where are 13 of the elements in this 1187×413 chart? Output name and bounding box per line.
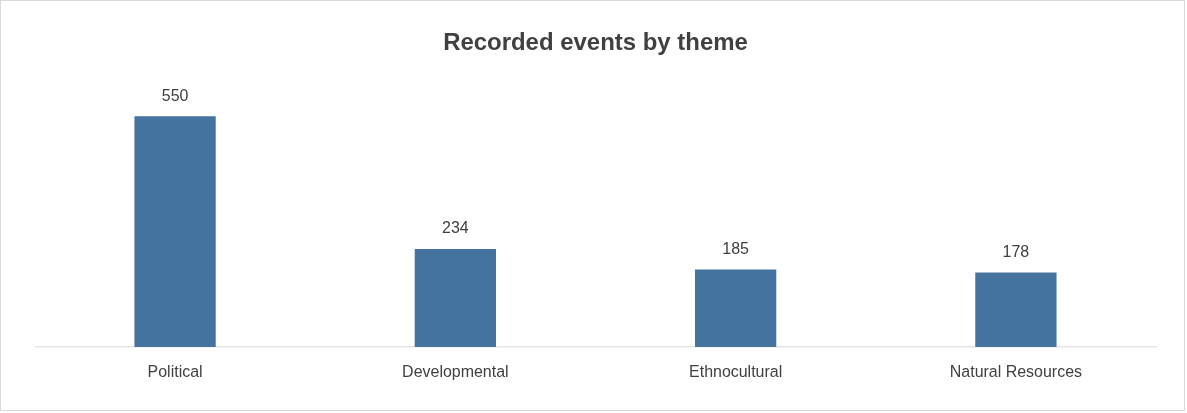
x-tick-label: Ethnocultural bbox=[689, 362, 783, 380]
data-label: 234 bbox=[442, 219, 469, 237]
x-tick-label: Developmental bbox=[402, 362, 509, 380]
data-label: 550 bbox=[161, 86, 189, 104]
bar bbox=[975, 272, 1057, 348]
bar bbox=[694, 269, 777, 348]
x-tick-label: Political bbox=[147, 362, 203, 380]
chart-title: Recorded events by theme bbox=[443, 27, 748, 55]
x-tick-label: Natural Resources bbox=[949, 362, 1083, 380]
bar bbox=[414, 248, 496, 348]
data-label: 178 bbox=[1002, 242, 1030, 260]
data-label: 185 bbox=[722, 239, 750, 257]
bar bbox=[134, 116, 216, 348]
